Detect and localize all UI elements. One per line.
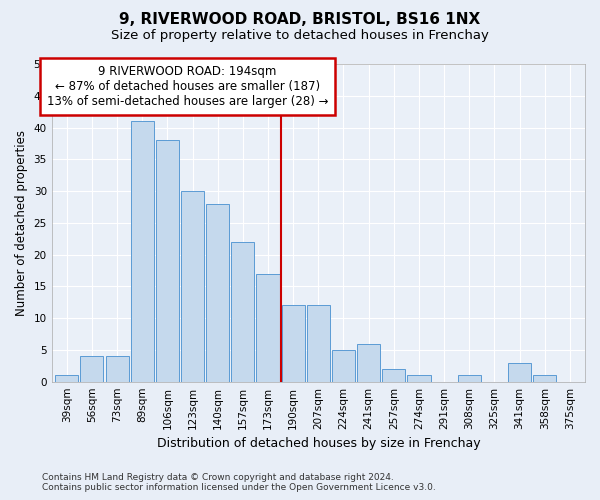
Bar <box>131 121 154 382</box>
Bar <box>55 376 79 382</box>
Text: 9 RIVERWOOD ROAD: 194sqm
← 87% of detached houses are smaller (187)
13% of semi-: 9 RIVERWOOD ROAD: 194sqm ← 87% of detach… <box>47 64 328 108</box>
Bar <box>332 350 355 382</box>
Bar <box>156 140 179 382</box>
Bar <box>458 376 481 382</box>
Text: Size of property relative to detached houses in Frenchay: Size of property relative to detached ho… <box>111 28 489 42</box>
Text: Contains HM Land Registry data © Crown copyright and database right 2024.
Contai: Contains HM Land Registry data © Crown c… <box>42 473 436 492</box>
Bar <box>181 191 204 382</box>
Y-axis label: Number of detached properties: Number of detached properties <box>15 130 28 316</box>
Bar <box>407 376 431 382</box>
Bar <box>382 369 406 382</box>
Bar <box>533 376 556 382</box>
Bar <box>357 344 380 382</box>
Bar <box>281 306 305 382</box>
Bar <box>206 204 229 382</box>
Text: 9, RIVERWOOD ROAD, BRISTOL, BS16 1NX: 9, RIVERWOOD ROAD, BRISTOL, BS16 1NX <box>119 12 481 28</box>
Bar <box>231 242 254 382</box>
Bar <box>508 362 531 382</box>
Bar <box>106 356 128 382</box>
Bar <box>256 274 280 382</box>
Bar <box>80 356 103 382</box>
Bar <box>307 306 330 382</box>
X-axis label: Distribution of detached houses by size in Frenchay: Distribution of detached houses by size … <box>157 437 480 450</box>
